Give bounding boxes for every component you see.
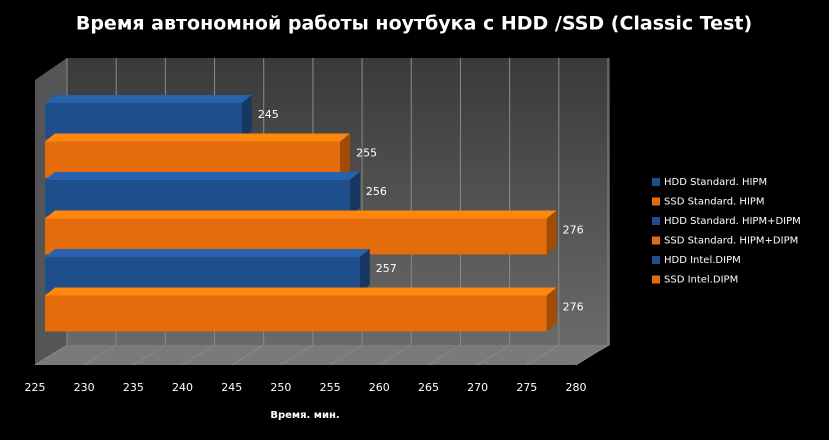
legend-swatch [652, 256, 660, 264]
legend-label: HDD Standard. HIPM+DIPM [664, 216, 801, 227]
grid-line [379, 58, 412, 366]
bar [45, 95, 252, 139]
bar-top [45, 249, 370, 257]
bar-side [359, 249, 370, 293]
bar-side [546, 210, 557, 255]
value-label: 257 [376, 262, 397, 275]
grid-line [575, 58, 609, 366]
bar-top [45, 133, 351, 142]
grid-line [526, 58, 560, 366]
legend-swatch [652, 236, 660, 245]
bar-side [349, 172, 360, 216]
value-label: 276 [563, 301, 584, 314]
x-tick-label: 245 [221, 381, 242, 394]
legend-swatch [652, 217, 660, 225]
bar-top [45, 210, 557, 219]
value-label: 245 [258, 108, 279, 121]
x-tick-label: 240 [172, 381, 193, 394]
bar-front [45, 103, 242, 139]
x-tick-label: 270 [467, 381, 488, 394]
grid-line [329, 58, 363, 366]
x-tick-label: 275 [516, 381, 537, 394]
value-label: 255 [356, 147, 377, 160]
value-label: 256 [366, 185, 387, 198]
value-label: 276 [563, 224, 584, 237]
bar [45, 210, 557, 255]
bar-front [45, 180, 350, 216]
x-tick-label: 250 [270, 381, 291, 394]
chart-title: Время автономной работы ноутбука с HDD /… [76, 13, 752, 35]
x-tick-label: 265 [418, 381, 439, 394]
bar [45, 133, 351, 178]
bar-side [340, 133, 351, 178]
bar-top [45, 287, 557, 296]
legend-swatch [652, 275, 660, 284]
legend-label: SSD Standard. HIPM [664, 197, 765, 208]
floor [35, 345, 610, 365]
x-tick-label: 235 [123, 381, 144, 394]
grid-line [428, 58, 461, 366]
legend-swatch [652, 197, 660, 206]
x-tick-label: 230 [74, 381, 95, 394]
bar-front [45, 257, 360, 293]
x-tick-label: 225 [25, 381, 46, 394]
legend-label: SSD Intel.DIPM [664, 275, 738, 286]
bar-front [45, 218, 547, 255]
bar-side [241, 95, 252, 139]
bar-top [45, 172, 360, 180]
legend-label: HDD Standard. HIPM [664, 177, 767, 188]
x-axis-label: Время. мин. [270, 410, 339, 421]
bar [45, 287, 557, 332]
bar-front [45, 295, 547, 332]
bar [45, 172, 360, 216]
bar [45, 249, 370, 293]
bar-top [45, 95, 252, 103]
legend-swatch [652, 178, 660, 186]
grid-line [477, 58, 511, 366]
x-tick-label: 255 [320, 381, 341, 394]
x-tick-label: 260 [369, 381, 390, 394]
bar-side [546, 287, 557, 332]
bar-front [45, 141, 341, 178]
x-tick-label: 280 [566, 381, 587, 394]
legend-label: HDD Intel.DIPM [664, 255, 741, 266]
legend-label: SSD Standard. HIPM+DIPM [664, 236, 798, 247]
